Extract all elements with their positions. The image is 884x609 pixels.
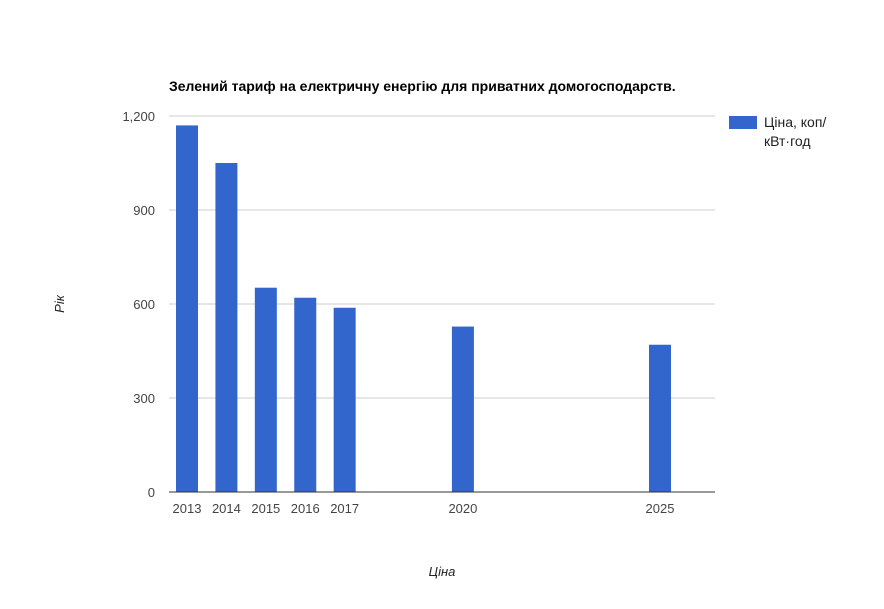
y-tick-label: 0 — [148, 485, 155, 500]
bar-2013 — [176, 125, 198, 493]
legend-label-line-2: кВт·год — [764, 133, 811, 149]
bars — [176, 125, 671, 493]
x-axis-ticks: 2013 2014 2015 2016 2017 2020 2025 — [173, 501, 675, 516]
x-tick-label: 2017 — [330, 501, 359, 516]
x-tick-label: 2015 — [251, 501, 280, 516]
x-tick-label: 2014 — [212, 501, 241, 516]
y-tick-label: 300 — [133, 391, 155, 406]
y-tick-label: 900 — [133, 203, 155, 218]
y-axis-title: Рік — [52, 294, 67, 313]
bar-2015 — [254, 287, 277, 492]
legend-label-line-1: Ціна, коп/ — [764, 114, 826, 130]
bar-2025 — [649, 344, 671, 492]
legend-label: Ціна, коп/ кВт·год — [764, 114, 830, 149]
bar-2016 — [294, 297, 317, 492]
y-axis-ticks: 0 300 600 900 1,200 — [122, 109, 155, 500]
chart-title: Зелений тариф на електричну енергію для … — [169, 78, 676, 94]
y-tick-label: 600 — [133, 297, 155, 312]
legend: Ціна, коп/ кВт·год — [729, 114, 830, 149]
y-tick-label: 1,200 — [122, 109, 155, 124]
legend-swatch — [729, 116, 757, 129]
x-tick-label: 2020 — [448, 501, 477, 516]
x-tick-label: 2013 — [173, 501, 202, 516]
bar-2017 — [333, 307, 356, 492]
x-axis-title: Ціна — [429, 564, 456, 579]
gridlines — [169, 115, 715, 399]
x-tick-label: 2016 — [291, 501, 320, 516]
bar-2020 — [451, 326, 474, 492]
x-tick-label: 2025 — [646, 501, 675, 516]
bar-2014 — [215, 163, 238, 492]
